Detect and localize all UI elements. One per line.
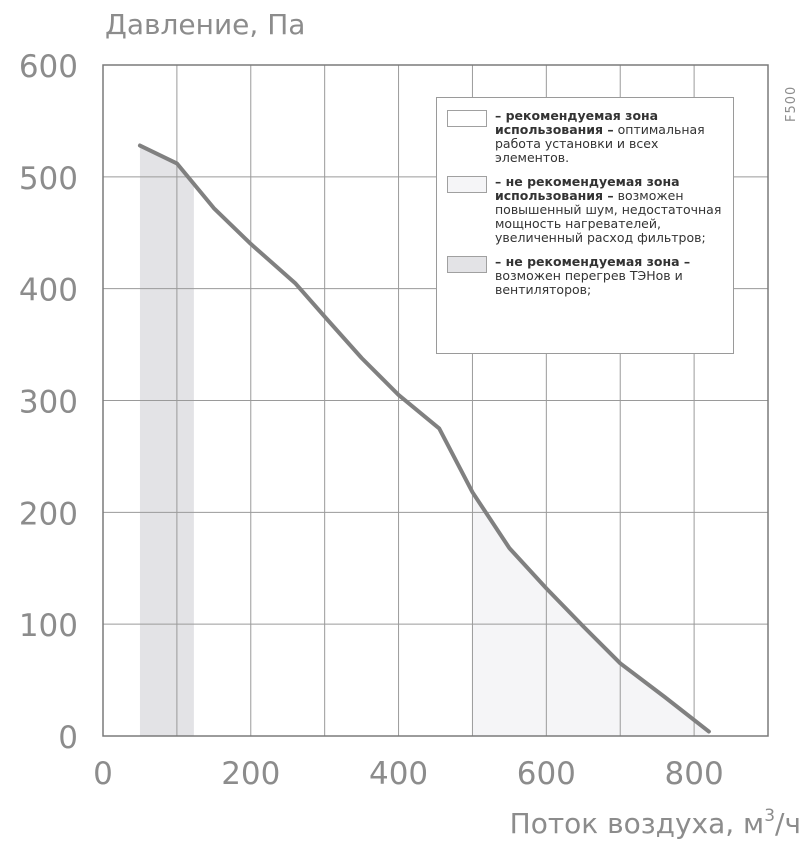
legend-text-recommended: – рекомендуемая зона использования – опт…	[495, 109, 729, 165]
x-tick-labels: 0 200 400 600 800	[93, 756, 724, 792]
y-tick-labels: 0 100 200 300 400 500 600	[19, 49, 78, 756]
y-tick-label-300: 300	[19, 385, 78, 421]
y-tick-label-0: 0	[58, 720, 78, 756]
series-line	[137, 143, 711, 734]
zone-band-0	[139, 145, 194, 736]
legend-bold-not-recommended: – не рекомендуемая зона –	[495, 254, 691, 269]
model-label: F500	[784, 85, 799, 122]
x-tick-label-200: 200	[221, 756, 280, 792]
y-axis-label: Давление, Па	[105, 8, 306, 41]
legend-text-not-recommended-usage: – не рекомендуемая зона использования – …	[495, 175, 729, 245]
legend-desc-recommended: оптимальная работа установки и всех элем…	[495, 122, 705, 165]
x-axis-label-superscript: 3	[764, 806, 776, 826]
legend-item-not-recommended-usage: – не рекомендуемая зона использования – …	[447, 175, 729, 245]
zones-layer	[139, 145, 709, 736]
legend-bold-recommended: – рекомендуемая зона использования –	[495, 108, 659, 137]
legend: – рекомендуемая зона использования – опт…	[436, 97, 734, 354]
legend-item-recommended: – рекомендуемая зона использования – опт…	[447, 109, 729, 165]
x-axis-label: Поток воздуха, м3/ч	[510, 806, 801, 840]
x-tick-label-0: 0	[93, 756, 113, 792]
legend-swatch-not-recommended	[447, 256, 487, 273]
x-tick-label-800: 800	[665, 756, 724, 792]
plot-frame	[102, 64, 769, 737]
y-tick-label-100: 100	[19, 608, 78, 644]
legend-swatch-recommended	[447, 110, 487, 127]
series-layer	[137, 143, 711, 734]
zone-under-curve-1	[472, 492, 709, 736]
y-tick-label-600: 600	[19, 49, 78, 85]
legend-desc-not-recommended: возможен перегрев ТЭНов и вентиляторов;	[495, 268, 683, 297]
y-tick-label-200: 200	[19, 496, 78, 532]
x-tick-label-600: 600	[517, 756, 576, 792]
legend-desc-not-recommended-usage: возможен повышенный шум, недостаточная м…	[495, 188, 722, 245]
legend-item-not-recommended: – не рекомендуемая зона – возможен перег…	[447, 255, 729, 297]
legend-swatch-not-recommended-usage	[447, 176, 487, 193]
plot-border	[102, 64, 769, 737]
y-tick-label-500: 500	[19, 161, 78, 197]
legend-bold-not-recommended-usage: – не рекомендуемая зона использования –	[495, 174, 680, 203]
x-axis-label-main: Поток воздуха, м	[509, 807, 765, 840]
x-tick-label-400: 400	[369, 756, 428, 792]
y-tick-label-400: 400	[19, 273, 78, 309]
x-axis-label-unit: /ч	[775, 807, 801, 840]
legend-text-not-recommended: – не рекомендуемая зона – возможен перег…	[495, 255, 729, 297]
